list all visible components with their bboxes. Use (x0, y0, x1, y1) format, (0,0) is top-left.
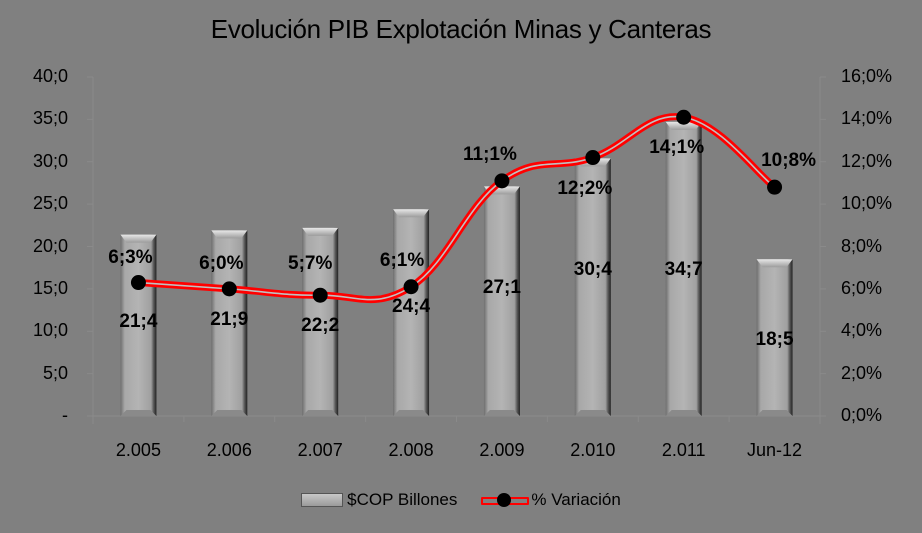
right-axis-tick: 8;0% (841, 235, 883, 256)
left-axis-tick: 10;0 (32, 320, 68, 341)
right-axis-tick: 14;0% (841, 108, 893, 129)
bar-value-label: 21;9 (210, 309, 248, 330)
left-axis-tick: 30;0 (32, 150, 68, 171)
bar-value-label: 27;1 (483, 277, 521, 298)
bar-value-label: 30;4 (574, 259, 612, 280)
bar (211, 230, 248, 416)
right-axis-tick: 16;0% (841, 66, 893, 86)
bar (756, 259, 793, 416)
legend-line-label: % Variación (531, 490, 621, 509)
right-axis-tick: 6;0% (841, 277, 883, 298)
line-marker (221, 281, 237, 297)
right-axis-tick: 10;0% (841, 193, 893, 214)
left-axis-tick: 15;0 (32, 277, 68, 298)
variation-value-label: 10;8% (761, 150, 816, 171)
right-axis-tick: 4;0% (841, 320, 883, 341)
left-axis-tick: 35;0 (32, 108, 68, 129)
line-marker (767, 179, 783, 195)
line-marker (676, 109, 692, 125)
right-axis-tick: 2;0% (841, 362, 883, 383)
legend-item-line: % Variación (481, 490, 621, 510)
line-marker-swatch-icon (481, 493, 530, 507)
legend: $COP Billones % Variación (0, 490, 922, 510)
left-axis-tick: - (62, 405, 68, 425)
line-marker (585, 150, 601, 166)
variation-value-label: 6;1% (380, 250, 424, 271)
variation-value-label: 6;3% (108, 247, 152, 268)
x-axis-label: 2.010 (570, 440, 616, 460)
bar (665, 121, 702, 416)
x-axis-label: 2.009 (479, 440, 525, 460)
left-axis-tick: 25;0 (32, 193, 68, 214)
bar-swatch-icon (301, 493, 344, 507)
left-axis-tick: 40;0 (32, 66, 68, 86)
bar-value-label: 18;5 (756, 329, 794, 350)
variation-value-label: 5;7% (288, 253, 332, 274)
bar-value-label: 22;2 (301, 315, 339, 336)
left-axis-tick: 5;0 (42, 362, 68, 383)
legend-bar-label: $COP Billones (347, 490, 458, 509)
bar (483, 186, 520, 416)
x-axis-label: Jun-12 (747, 440, 803, 460)
legend-item-bar: $COP Billones (301, 490, 457, 510)
bar (120, 234, 157, 416)
bar-value-label: 24;4 (392, 296, 430, 317)
bar (302, 227, 339, 416)
line-marker (403, 279, 419, 295)
line-marker (312, 287, 328, 303)
chart-title: Evolución PIB Explotación Minas y Canter… (210, 14, 712, 44)
x-axis-label: 2.006 (206, 440, 252, 460)
variation-value-label: 12;2% (557, 178, 612, 199)
right-axis-tick: 0;0% (841, 405, 883, 425)
line-marker (494, 173, 510, 189)
left-axis-tick: 20;0 (32, 235, 68, 256)
right-axis-tick: 12;0% (841, 150, 893, 171)
bar-value-label: 21;4 (119, 311, 157, 332)
x-axis-label: 2.005 (115, 440, 161, 460)
variation-value-label: 11;1% (463, 144, 517, 165)
variation-value-label: 6;0% (199, 253, 243, 274)
line-marker (130, 275, 146, 291)
bar-value-label: 34;7 (665, 259, 703, 280)
x-axis-label: 2.007 (297, 440, 343, 460)
x-axis-label: 2.008 (388, 440, 434, 460)
bar (393, 209, 430, 416)
variation-value-label: 14;1% (649, 137, 704, 158)
bar (574, 158, 611, 417)
x-axis-label: 2.011 (661, 440, 706, 460)
